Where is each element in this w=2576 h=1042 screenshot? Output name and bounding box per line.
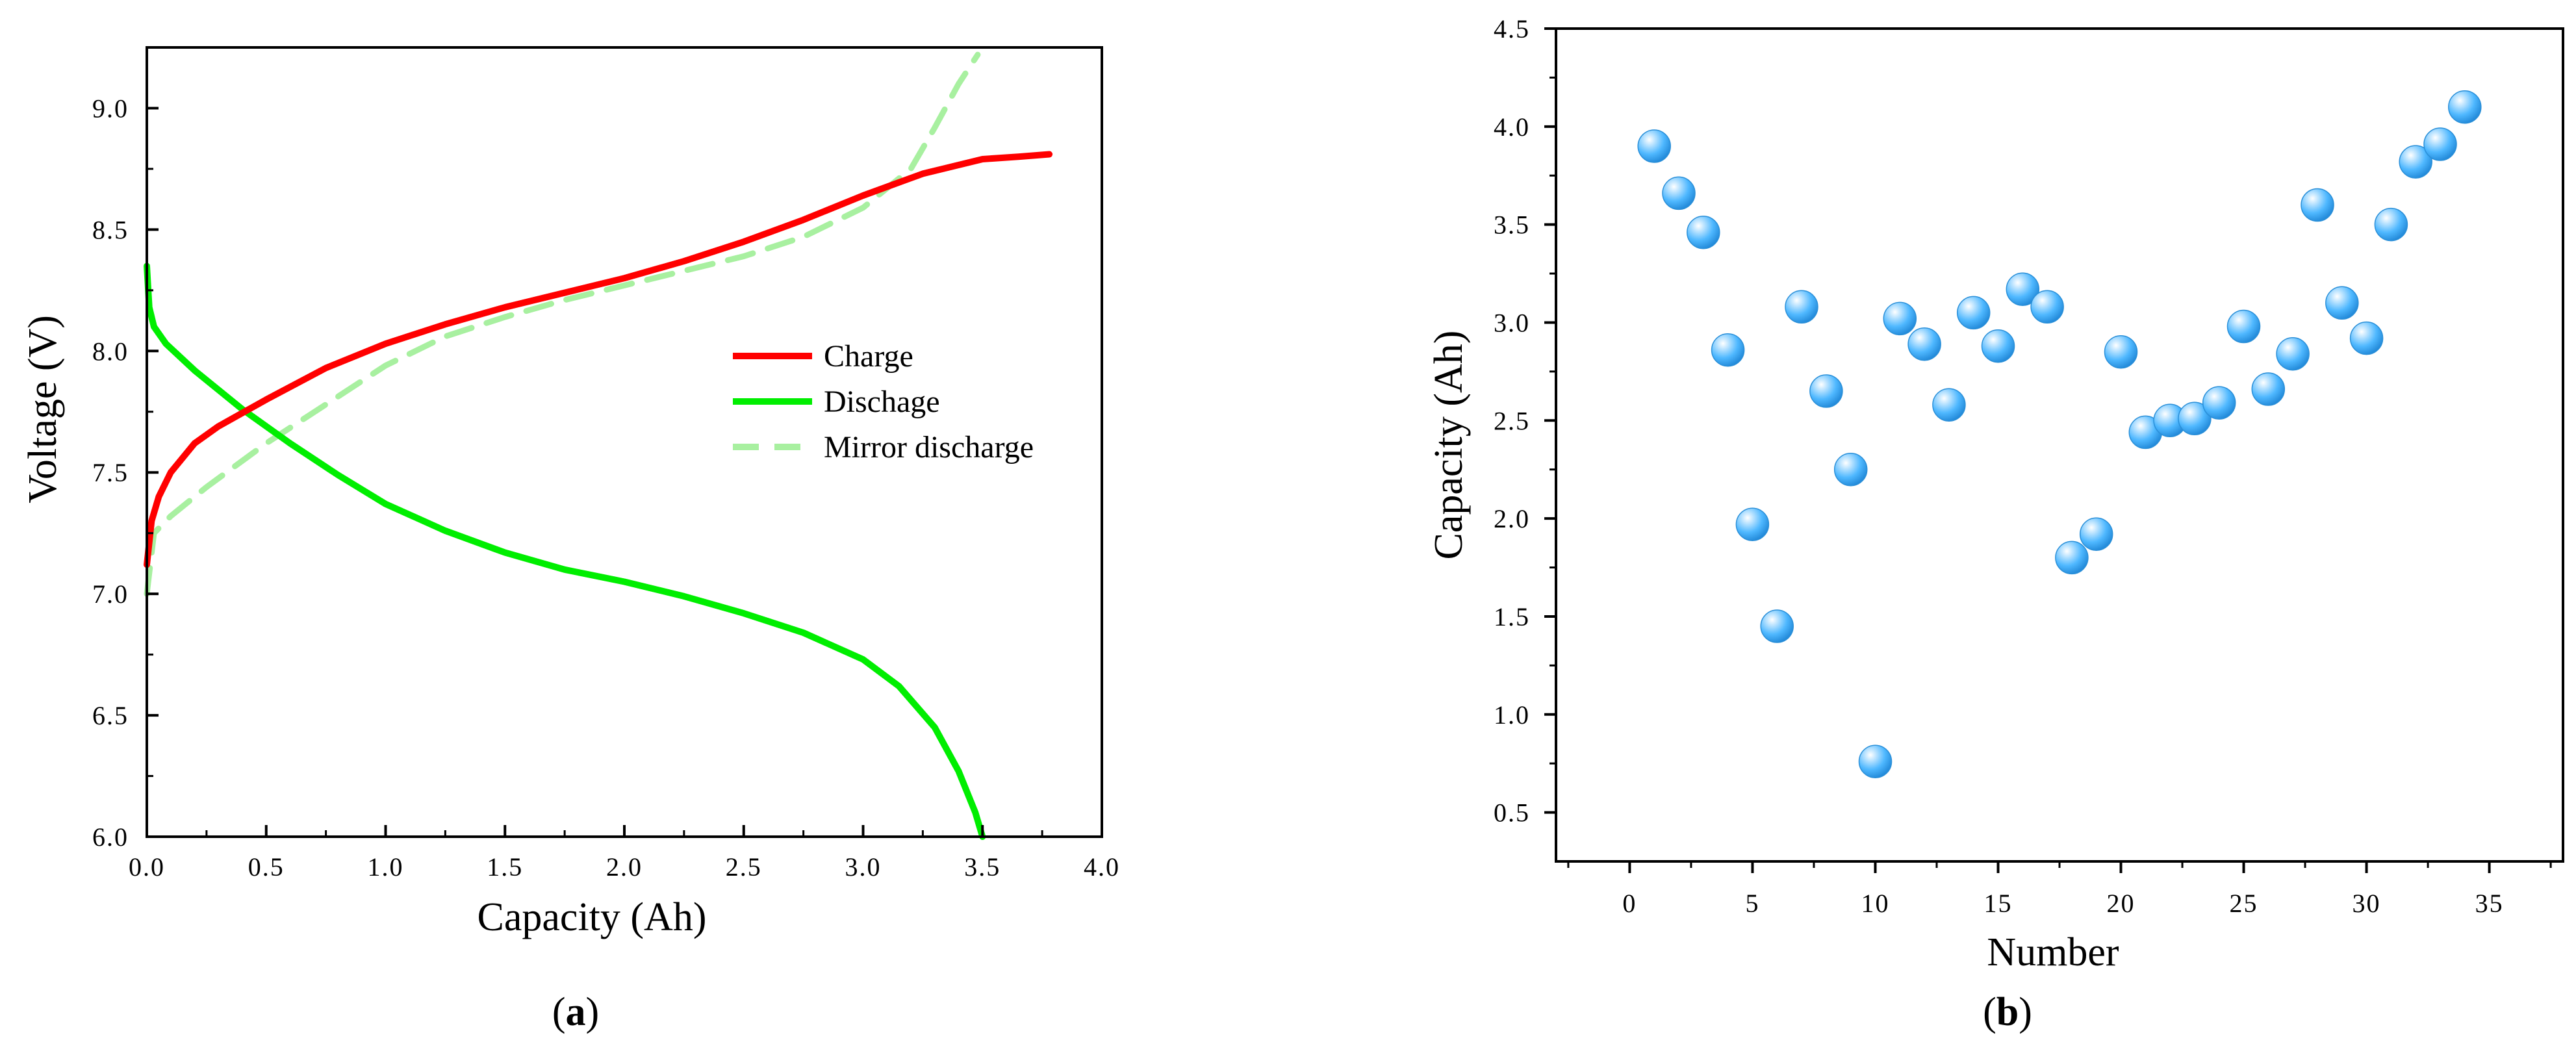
chart-b-point xyxy=(2006,272,2040,306)
chart-b-point xyxy=(1760,609,1794,643)
chart-b-point xyxy=(1662,176,1696,210)
chart-a-x-tick-label: 3.5 xyxy=(964,852,1001,882)
chart-b-x-tick-label: 25 xyxy=(2230,889,2258,918)
chart-a: 0.0 0.5 1.0 1.5 2.0 2.5 3.0 3.5 4.0 6.0 6.5 7.0 7.5… xyxy=(21,46,1120,1034)
chart-b-point xyxy=(1711,333,1745,367)
chart-b-y-tick-label: 2.0 xyxy=(1494,504,1530,533)
chart-b-point xyxy=(2423,127,2457,161)
chart-b-point xyxy=(2178,401,2212,436)
chart-b-point xyxy=(1637,129,1671,163)
chart-b-x-tick-label: 20 xyxy=(2107,889,2136,918)
chart-b-y-tick-label: 4.5 xyxy=(1494,14,1530,44)
chart-a-x-tick-label: 1.5 xyxy=(487,852,523,882)
chart-a-y-tick-label: 9.0 xyxy=(92,94,129,123)
chart-b-point xyxy=(2104,335,2138,369)
chart-a-x-tick-label: 2.5 xyxy=(726,852,762,882)
chart-b-point xyxy=(2055,540,2089,575)
chart-b-x-tick-label: 35 xyxy=(2475,889,2504,918)
chart-b-x-tick-label: 0 xyxy=(1622,889,1637,918)
chart-b-y-axis-title: Capacity (Ah) xyxy=(1427,331,1471,560)
chart-b-point xyxy=(2202,386,2236,420)
chart-b-point xyxy=(1687,215,1720,249)
chart-a-x-axis-title: Capacity (Ah) xyxy=(478,895,707,939)
chart-a-series-lines xyxy=(144,51,1053,840)
chart-b-x-axis-title: Number xyxy=(1987,930,2119,974)
chart-b-point xyxy=(1907,327,1941,361)
chart-a-y-axis: 6.0 6.5 7.0 7.5 8.0 8.5 9.0 xyxy=(92,94,159,852)
legend-label-charge: Charge xyxy=(824,339,913,374)
panel-label-a-close: ) xyxy=(586,990,600,1034)
chart-b-point xyxy=(2325,286,2359,320)
chart-b-y-tick-label: 3.5 xyxy=(1494,210,1530,240)
chart-a-y-tick-label: 7.0 xyxy=(92,579,129,609)
chart-a-legend: Charge Dischage Mirror discharge xyxy=(733,339,1034,464)
chart-b-x-axis: 0 5 10 15 20 25 30 35 xyxy=(1567,861,2552,918)
panel-label-b: (b) xyxy=(1983,990,2032,1034)
chart-a-y-tick-label: 6.5 xyxy=(92,701,129,730)
chart-b-y-tick-label: 1.5 xyxy=(1494,602,1530,631)
chart-b-x-tick-label: 30 xyxy=(2353,889,2381,918)
chart-b-point xyxy=(1883,301,1917,336)
chart-b-points xyxy=(1637,90,2482,778)
chart-b-point xyxy=(1735,507,1770,541)
chart-a-x-axis: 0.0 0.5 1.0 1.5 2.0 2.5 3.0 3.5 4.0 xyxy=(129,825,1120,882)
chart-a-y-axis-title: Voltage (V) xyxy=(21,315,65,503)
chart-b-y-tick-label: 0.5 xyxy=(1494,798,1530,828)
chart-a-y-tick-label: 8.5 xyxy=(92,215,129,244)
chart-b-point xyxy=(2301,188,2334,222)
chart-b-point xyxy=(2349,321,2384,355)
chart-a-line-dischage xyxy=(144,262,986,840)
panel-label-b-close: ) xyxy=(2019,990,2032,1034)
panel-label-b-open: ( xyxy=(1983,990,1996,1034)
chart-a-y-tick-label: 6.0 xyxy=(92,822,129,852)
panel-label-a-letter: a xyxy=(566,990,586,1034)
chart-b-point xyxy=(1833,452,1868,487)
legend-label-dischage: Dischage xyxy=(824,385,940,419)
chart-b-y-axis: 0.5 1.0 1.5 2.0 2.5 3.0 3.5 4.0 4.5 xyxy=(1494,14,1556,828)
chart-b-x-tick-label: 10 xyxy=(1861,889,1889,918)
chart-a-x-tick-label: 0.5 xyxy=(248,852,285,882)
chart-a-x-tick-label: 3.0 xyxy=(845,852,882,882)
chart-b-y-tick-label: 2.5 xyxy=(1494,406,1530,435)
chart-b-y-tick-label: 4.0 xyxy=(1494,112,1530,142)
chart-b-point xyxy=(2448,90,2482,124)
panel-label-b-letter: b xyxy=(1996,990,2019,1034)
chart-b-y-tick-label: 3.0 xyxy=(1494,308,1530,337)
chart-b-x-tick-label: 15 xyxy=(1983,889,2012,918)
chart-a-y-tick-label: 8.0 xyxy=(92,337,129,366)
legend-label-mirror-discharge: Mirror discharge xyxy=(824,430,1034,464)
chart-a-x-tick-label: 2.0 xyxy=(606,852,643,882)
chart-b-point xyxy=(2251,372,2286,406)
chart-b-point xyxy=(1785,290,1818,324)
chart-b-point xyxy=(2079,517,2113,551)
chart-a-line-mirror-discharge xyxy=(144,51,981,597)
chart-a-x-tick-label: 0.0 xyxy=(129,852,165,882)
chart-b-y-tick-label: 1.0 xyxy=(1494,700,1530,730)
chart-b-point xyxy=(2399,145,2432,179)
chart-b-point xyxy=(1858,744,1893,778)
chart-a-line-charge xyxy=(144,151,1053,568)
chart-a-x-tick-label: 1.0 xyxy=(368,852,404,882)
chart-b-point xyxy=(2226,309,2261,344)
panel-label-a-open: ( xyxy=(552,990,566,1034)
chart-b-point xyxy=(1932,388,1966,422)
chart-b-point xyxy=(2030,290,2064,324)
chart-b-point xyxy=(1981,329,2015,363)
chart-a-y-tick-label: 7.5 xyxy=(92,458,129,487)
chart-a-x-tick-label: 4.0 xyxy=(1084,852,1120,882)
chart-b-point xyxy=(2276,337,2310,371)
chart-b-point xyxy=(1956,296,1991,330)
chart-b-point xyxy=(1809,374,1843,408)
panel-label-a: (a) xyxy=(552,990,599,1034)
chart-b-point xyxy=(2374,207,2408,242)
chart-b-x-tick-label: 5 xyxy=(1745,889,1759,918)
chart-b: 0 5 10 15 20 25 30 35 0.5 1.0 1.5 2.0 2.5 3.0 3.5 4.0 4… xyxy=(1427,14,2564,1034)
